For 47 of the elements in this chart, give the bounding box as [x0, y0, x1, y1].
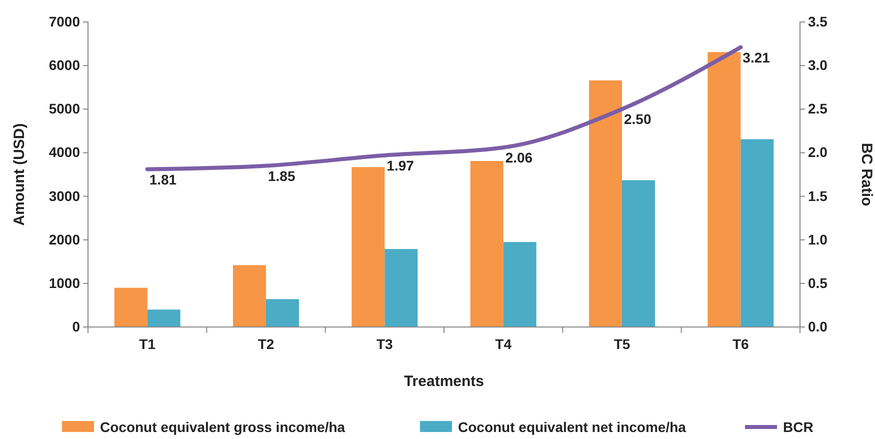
y2-tick-label: 3.0	[808, 57, 828, 74]
x-tick-label: T3	[376, 336, 394, 352]
x-tick-label: T4	[495, 336, 512, 352]
y-tick-label: 5000	[48, 100, 80, 117]
y2-tick-label: 2.0	[808, 144, 828, 160]
legend-label: BCR	[783, 419, 814, 435]
x-tick-label: T5	[614, 336, 630, 352]
y-tick-label: 3000	[48, 188, 80, 204]
y-tick-label: 4000	[48, 144, 80, 160]
bar	[233, 265, 266, 327]
x-tick-label: T1	[139, 336, 156, 352]
x-tick-label: T2	[258, 336, 274, 352]
y-tick-label: 2000	[48, 231, 80, 248]
y2-axis-title: BC Ratio	[858, 142, 875, 206]
bar	[589, 80, 622, 327]
bar	[114, 288, 148, 327]
bar	[384, 249, 418, 327]
data-label: 1.97	[386, 157, 414, 174]
line-series	[145, 45, 743, 172]
bar	[147, 310, 180, 327]
legend-label: Coconut equivalent gross income/ha	[100, 419, 346, 435]
bar	[503, 242, 536, 327]
data-label: 1.81	[149, 171, 177, 188]
bar	[622, 180, 655, 327]
y2-tick-label: 3.5	[808, 13, 828, 30]
bar	[740, 139, 774, 327]
y-tick-label: 1000	[48, 274, 80, 291]
y2-tick-label: 1.0	[808, 231, 828, 248]
x-tick-label: T6	[732, 336, 750, 352]
data-label: 2.06	[505, 149, 533, 166]
bar	[470, 160, 504, 327]
bar	[352, 167, 385, 327]
data-label: 3.21	[742, 49, 770, 66]
y2-tick-label: 0.5	[808, 274, 828, 291]
legend-label: Coconut equivalent net income/ha	[458, 419, 686, 435]
x-axis-title: Treatments	[404, 373, 484, 390]
bar	[708, 52, 741, 327]
y-axis-title: Amount (USD)	[11, 123, 28, 226]
y2-tick-label: 0.0	[808, 318, 828, 334]
y-tick-label: 6000	[48, 57, 80, 74]
bar	[266, 299, 299, 327]
data-label: 1.85	[268, 168, 296, 184]
data-label: 2.50	[624, 111, 652, 128]
y-tick-label: 0	[72, 318, 80, 334]
y2-tick-label: 2.5	[808, 100, 828, 117]
y-tick-label: 7000	[48, 13, 80, 30]
y2-tick-label: 1.5	[808, 188, 828, 204]
